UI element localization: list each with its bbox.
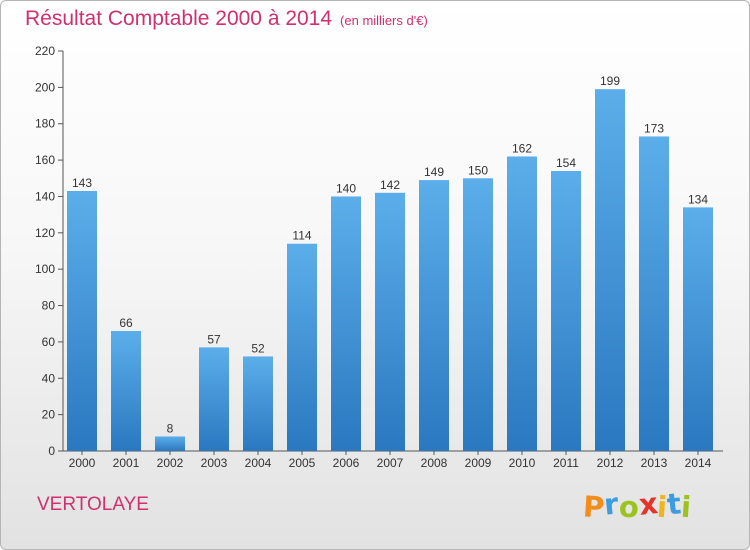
- x-tick-label: 2013: [641, 456, 668, 470]
- bar-value-label: 142: [380, 178, 400, 192]
- bar: [287, 243, 317, 451]
- bar: [639, 136, 669, 452]
- x-tick-label: 2000: [69, 456, 96, 470]
- bar-value-label: 143: [72, 176, 92, 190]
- y-tick-label: 80: [42, 299, 56, 313]
- proxiti-logo: Proxiti: [581, 486, 693, 525]
- y-tick-label: 40: [42, 371, 56, 385]
- bar: [419, 180, 449, 451]
- x-tick-label: 2010: [509, 456, 536, 470]
- bar-value-label: 52: [251, 341, 265, 355]
- bar: [199, 347, 229, 451]
- x-tick-label: 2007: [377, 456, 404, 470]
- bar: [507, 156, 537, 452]
- y-tick-label: 220: [35, 44, 55, 58]
- x-tick-label: 2003: [201, 456, 228, 470]
- bar-value-label: 162: [512, 141, 532, 155]
- chart-title-text: Résultat Comptable 2000 à 2014: [25, 7, 333, 30]
- x-tick-label: 2009: [465, 456, 492, 470]
- x-tick-label: 2001: [113, 456, 140, 470]
- y-tick-label: 100: [35, 262, 55, 276]
- bar-value-label: 150: [468, 163, 488, 177]
- bar: [331, 196, 361, 451]
- bar-value-label: 8: [167, 421, 174, 435]
- x-tick-label: 2008: [421, 456, 448, 470]
- x-tick-label: 2005: [289, 456, 316, 470]
- y-tick-label: 20: [42, 408, 56, 422]
- bar: [155, 436, 185, 451]
- bar: [243, 356, 273, 451]
- bar-value-label: 199: [600, 74, 620, 88]
- bar-value-label: 114: [292, 229, 311, 243]
- y-tick-label: 160: [35, 153, 55, 167]
- x-tick-label: 2011: [553, 456, 579, 470]
- logo-letter: i: [679, 489, 693, 525]
- logo-letter: P: [581, 489, 606, 525]
- bar-value-label: 140: [336, 181, 356, 195]
- logo-letter: o: [617, 489, 640, 525]
- bar: [683, 207, 713, 451]
- bar-value-label: 173: [644, 121, 664, 135]
- bar-value-label: 57: [207, 332, 221, 346]
- chart-title: Résultat Comptable 2000 à 2014 (en millie…: [25, 7, 428, 31]
- bar-value-label: 149: [424, 165, 444, 179]
- chart-subtitle: (en milliers d'€): [340, 13, 428, 28]
- y-tick-label: 140: [35, 189, 55, 203]
- bar: [551, 171, 581, 451]
- bar-value-label: 154: [556, 156, 576, 170]
- x-tick-label: 2012: [597, 456, 624, 470]
- y-tick-label: 200: [35, 80, 55, 94]
- commune-name: VERTOLAYE: [37, 494, 149, 515]
- x-tick-label: 2004: [245, 456, 272, 470]
- y-tick-label: 0: [48, 444, 55, 458]
- bar-chart: 0 20 40 60 80 100 120 140 160 180 200 220 2000 2001 20…: [35, 44, 723, 470]
- chart-bars: 143 66 8 57 52 114 140 142 149 150 162 154 199 173 134: [67, 74, 713, 452]
- bar: [111, 331, 141, 451]
- x-tick-label: 2006: [333, 456, 360, 470]
- x-tick-label: 2002: [157, 456, 184, 470]
- x-tick-label: 2014: [685, 456, 712, 470]
- y-tick-label: 180: [35, 117, 55, 131]
- bar-value-label: 66: [119, 316, 133, 330]
- bar: [67, 191, 97, 451]
- y-tick-label: 60: [42, 335, 56, 349]
- bar: [463, 178, 493, 452]
- bar: [375, 192, 405, 451]
- bar: [595, 89, 625, 451]
- bar-value-label: 134: [688, 192, 708, 206]
- y-tick-label: 120: [35, 226, 55, 240]
